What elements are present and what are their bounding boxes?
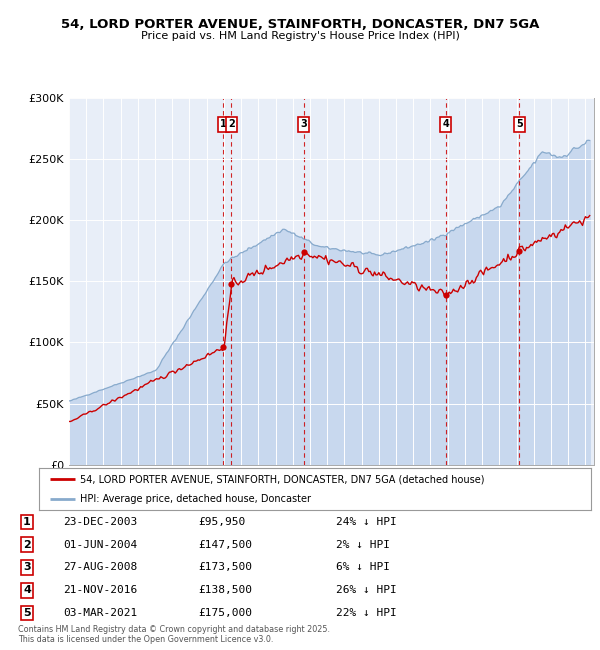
Text: 2: 2 bbox=[228, 120, 235, 129]
Text: 27-AUG-2008: 27-AUG-2008 bbox=[63, 562, 137, 573]
Text: 03-MAR-2021: 03-MAR-2021 bbox=[63, 608, 137, 618]
Text: 4: 4 bbox=[23, 585, 31, 595]
Text: 1: 1 bbox=[23, 517, 31, 527]
Text: £173,500: £173,500 bbox=[198, 562, 252, 573]
Text: This data is licensed under the Open Government Licence v3.0.: This data is licensed under the Open Gov… bbox=[18, 634, 274, 644]
Text: 3: 3 bbox=[301, 120, 307, 129]
Text: 2: 2 bbox=[23, 540, 31, 550]
Text: 4: 4 bbox=[442, 120, 449, 129]
Text: Price paid vs. HM Land Registry's House Price Index (HPI): Price paid vs. HM Land Registry's House … bbox=[140, 31, 460, 41]
Text: £147,500: £147,500 bbox=[198, 540, 252, 550]
Text: £175,000: £175,000 bbox=[198, 608, 252, 618]
Text: 01-JUN-2004: 01-JUN-2004 bbox=[63, 540, 137, 550]
Text: Contains HM Land Registry data © Crown copyright and database right 2025.: Contains HM Land Registry data © Crown c… bbox=[18, 625, 330, 634]
Text: 2% ↓ HPI: 2% ↓ HPI bbox=[336, 540, 390, 550]
Text: 3: 3 bbox=[23, 562, 31, 573]
Text: 54, LORD PORTER AVENUE, STAINFORTH, DONCASTER, DN7 5GA: 54, LORD PORTER AVENUE, STAINFORTH, DONC… bbox=[61, 18, 539, 31]
Text: £138,500: £138,500 bbox=[198, 585, 252, 595]
Text: 6% ↓ HPI: 6% ↓ HPI bbox=[336, 562, 390, 573]
Text: 54, LORD PORTER AVENUE, STAINFORTH, DONCASTER, DN7 5GA (detached house): 54, LORD PORTER AVENUE, STAINFORTH, DONC… bbox=[80, 474, 485, 484]
Text: 21-NOV-2016: 21-NOV-2016 bbox=[63, 585, 137, 595]
Text: 5: 5 bbox=[516, 120, 523, 129]
Text: £95,950: £95,950 bbox=[198, 517, 245, 527]
Text: 1: 1 bbox=[220, 120, 227, 129]
Text: HPI: Average price, detached house, Doncaster: HPI: Average price, detached house, Donc… bbox=[80, 494, 311, 504]
Text: 26% ↓ HPI: 26% ↓ HPI bbox=[336, 585, 397, 595]
Text: 23-DEC-2003: 23-DEC-2003 bbox=[63, 517, 137, 527]
Text: 5: 5 bbox=[23, 608, 31, 618]
Text: 22% ↓ HPI: 22% ↓ HPI bbox=[336, 608, 397, 618]
Text: 24% ↓ HPI: 24% ↓ HPI bbox=[336, 517, 397, 527]
